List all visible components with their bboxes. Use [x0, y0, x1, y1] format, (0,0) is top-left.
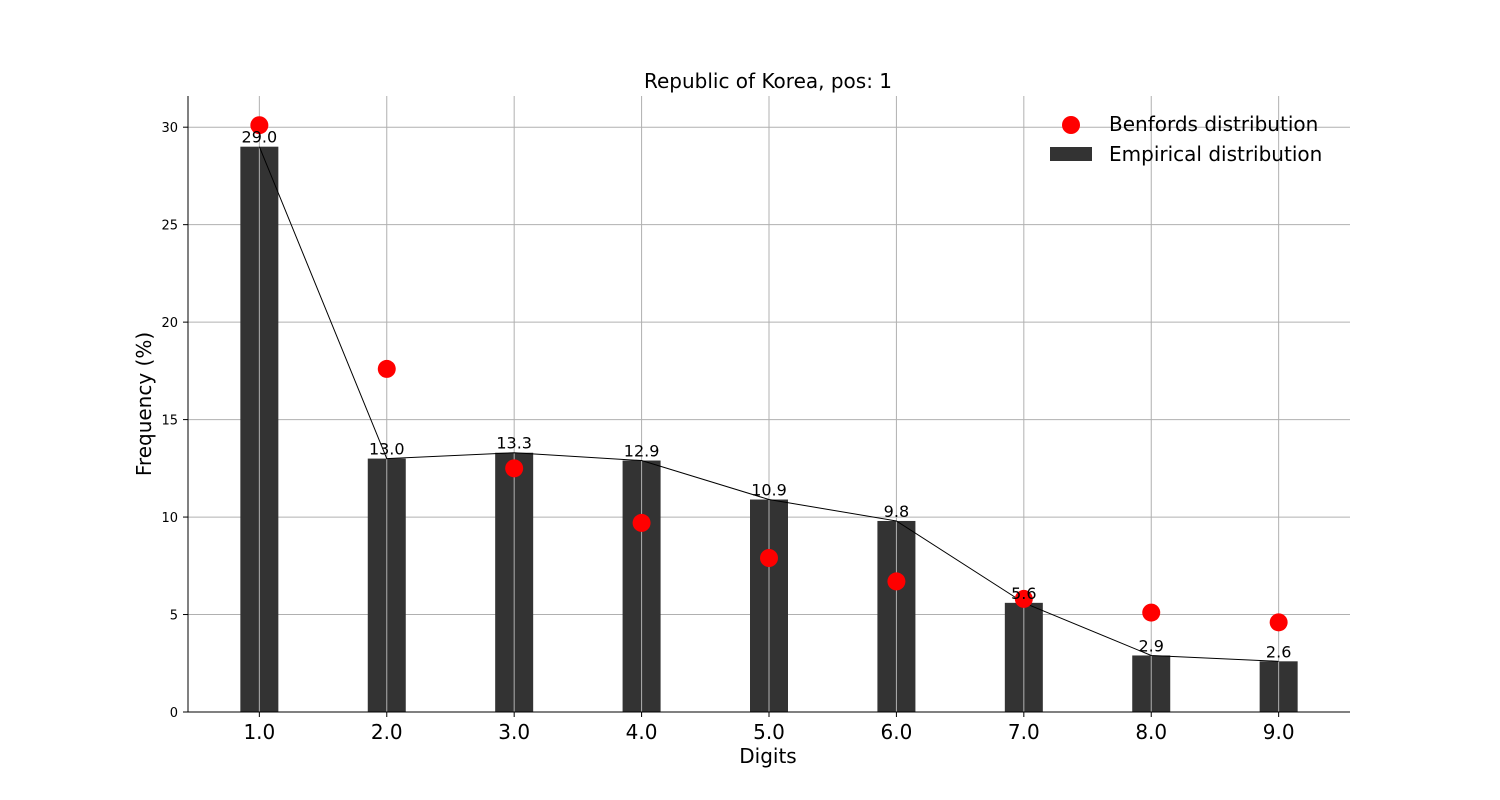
- x-tick-label: 6.0: [881, 720, 913, 744]
- bar-value-label: 29.0: [242, 128, 278, 147]
- x-tick-label: 7.0: [1008, 720, 1040, 744]
- y-tick-label: 10: [161, 511, 178, 526]
- bar-labels: 29.0 13.0 13.3 12.9 10.9 9.8 5.6 2.9 2.6: [242, 128, 1292, 662]
- bar-value-label: 13.0: [369, 440, 405, 459]
- x-tick-label: 1.0: [243, 720, 275, 744]
- y-axis-label: Frequency (%): [132, 332, 156, 476]
- bar-value-label: 12.9: [624, 442, 660, 461]
- x-ticks: 1.0 2.0 3.0 4.0 5.0 6.0 7.0 8.0 9.0: [243, 712, 1295, 744]
- y-tick-label: 5: [170, 609, 178, 624]
- legend-label-benford: Benfords distribution: [1109, 112, 1318, 136]
- benford-point: [760, 549, 778, 567]
- bar-value-label: 2.6: [1266, 642, 1291, 661]
- empirical-line: [258, 146, 1279, 662]
- x-tick-label: 9.0: [1263, 720, 1295, 744]
- x-tick-label: 8.0: [1135, 720, 1167, 744]
- chart-title: Republic of Korea, pos: 1: [644, 69, 892, 93]
- legend-label-empirical: Empirical distribution: [1109, 142, 1322, 166]
- bar-value-label: 9.8: [884, 502, 909, 521]
- benford-point: [632, 513, 651, 532]
- y-tick-label: 20: [161, 316, 178, 331]
- x-tick-label: 5.0: [753, 720, 785, 744]
- benford-points: [250, 116, 1288, 632]
- x-axis-label: Digits: [739, 744, 796, 768]
- legend: Benfords distribution Empirical distribu…: [1050, 112, 1322, 166]
- legend-marker-empirical: [1050, 147, 1092, 161]
- y-tick-label: 25: [161, 219, 178, 234]
- x-tick-label: 2.0: [371, 720, 403, 744]
- benford-point: [1269, 613, 1288, 632]
- benford-point: [1014, 589, 1033, 608]
- benford-point: [1142, 603, 1161, 622]
- benford-point: [250, 116, 269, 135]
- x-tick-label: 4.0: [626, 720, 658, 744]
- legend-marker-benford: [1062, 116, 1080, 134]
- y-ticks: 0 5 10 15 20 25 30: [161, 121, 188, 721]
- y-tick-label: 30: [161, 121, 178, 136]
- bar-value-label: 10.9: [751, 481, 787, 500]
- benford-point: [505, 459, 524, 478]
- benford-point: [887, 572, 906, 591]
- vertical-grid: [258, 96, 1280, 712]
- x-tick-label: 3.0: [498, 720, 530, 744]
- y-tick-label: 15: [161, 414, 178, 429]
- benford-point: [377, 359, 396, 378]
- y-tick-label: 0: [170, 706, 178, 721]
- bar-value-label: 13.3: [496, 434, 532, 453]
- bar-value-label: 2.9: [1139, 636, 1164, 655]
- bar-value-label: 5.6: [1011, 584, 1036, 603]
